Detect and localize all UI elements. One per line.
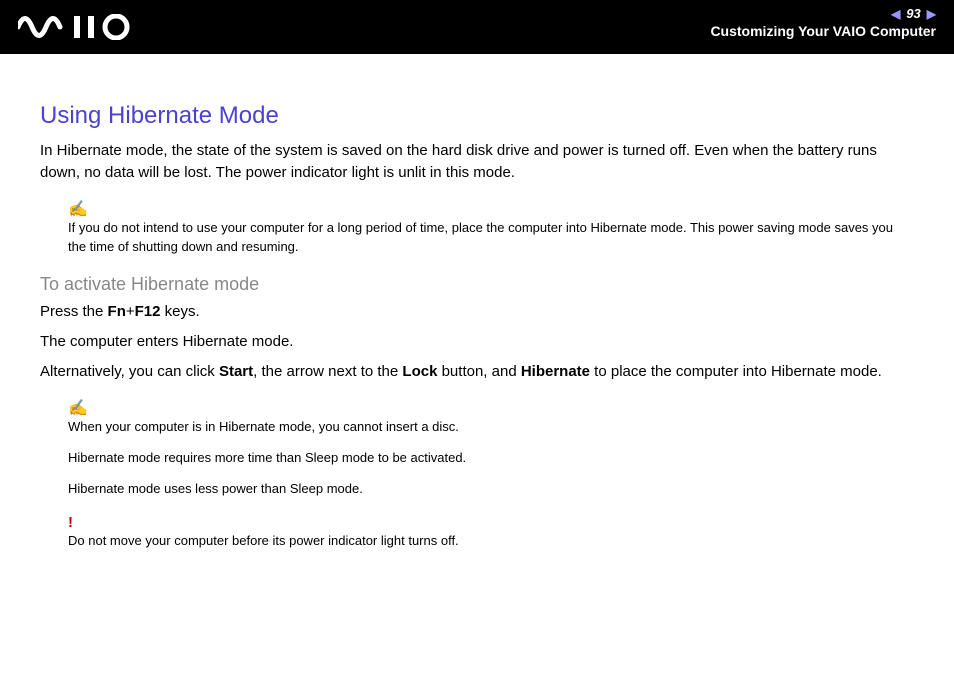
fn-key: Fn <box>108 303 126 320</box>
hibernate-label: Hibernate <box>521 363 590 380</box>
alt-suffix: to place the computer into Hibernate mod… <box>590 363 882 380</box>
start-button-label: Start <box>219 363 253 380</box>
intro-paragraph: In Hibernate mode, the state of the syst… <box>40 140 914 184</box>
press-prefix: Press the <box>40 303 108 320</box>
warning-icon: ! <box>68 512 914 534</box>
enters-line: The computer enters Hibernate mode. <box>40 331 914 353</box>
f12-key: F12 <box>135 303 161 320</box>
alternative-line: Alternatively, you can click Start, the … <box>40 361 914 383</box>
nav-prev-icon[interactable]: ◀ <box>891 7 900 21</box>
press-suffix: keys. <box>160 303 199 320</box>
alt-mid2: button, and <box>437 363 520 380</box>
header-right: ◀ 93 ▶ Customizing Your VAIO Computer <box>710 6 936 39</box>
content-area: Using Hibernate Mode In Hibernate mode, … <box>0 54 954 551</box>
alt-prefix: Alternatively, you can click <box>40 363 219 380</box>
lock-button-label: Lock <box>402 363 437 380</box>
note-block-2: ✍ When your computer is in Hibernate mod… <box>68 397 914 499</box>
note-2a-text: When your computer is in Hibernate mode,… <box>68 418 914 437</box>
warning-text: Do not move your computer before its pow… <box>68 532 914 551</box>
pencil-note-icon: ✍ <box>68 198 914 221</box>
alt-mid1: , the arrow next to the <box>253 363 402 380</box>
page-nav: ◀ 93 ▶ <box>710 6 936 21</box>
vaio-logo <box>18 14 133 40</box>
note-1-text: If you do not intend to use your compute… <box>68 219 914 257</box>
plus-sign: + <box>126 303 135 320</box>
note-2b-text: Hibernate mode requires more time than S… <box>68 449 914 468</box>
press-keys-line: Press the Fn+F12 keys. <box>40 301 914 323</box>
warning-block: ! Do not move your computer before its p… <box>68 512 914 551</box>
section-title: Using Hibernate Mode <box>40 102 914 130</box>
pencil-note-icon: ✍ <box>68 397 914 420</box>
sub-section-title: To activate Hibernate mode <box>40 274 914 295</box>
header-section-title: Customizing Your VAIO Computer <box>710 23 936 39</box>
note-block-1: ✍ If you do not intend to use your compu… <box>68 198 914 257</box>
page-number: 93 <box>906 6 920 21</box>
note-2c-text: Hibernate mode uses less power than Slee… <box>68 480 914 499</box>
header-bar: ◀ 93 ▶ Customizing Your VAIO Computer <box>0 0 954 54</box>
nav-next-icon[interactable]: ▶ <box>927 7 936 21</box>
